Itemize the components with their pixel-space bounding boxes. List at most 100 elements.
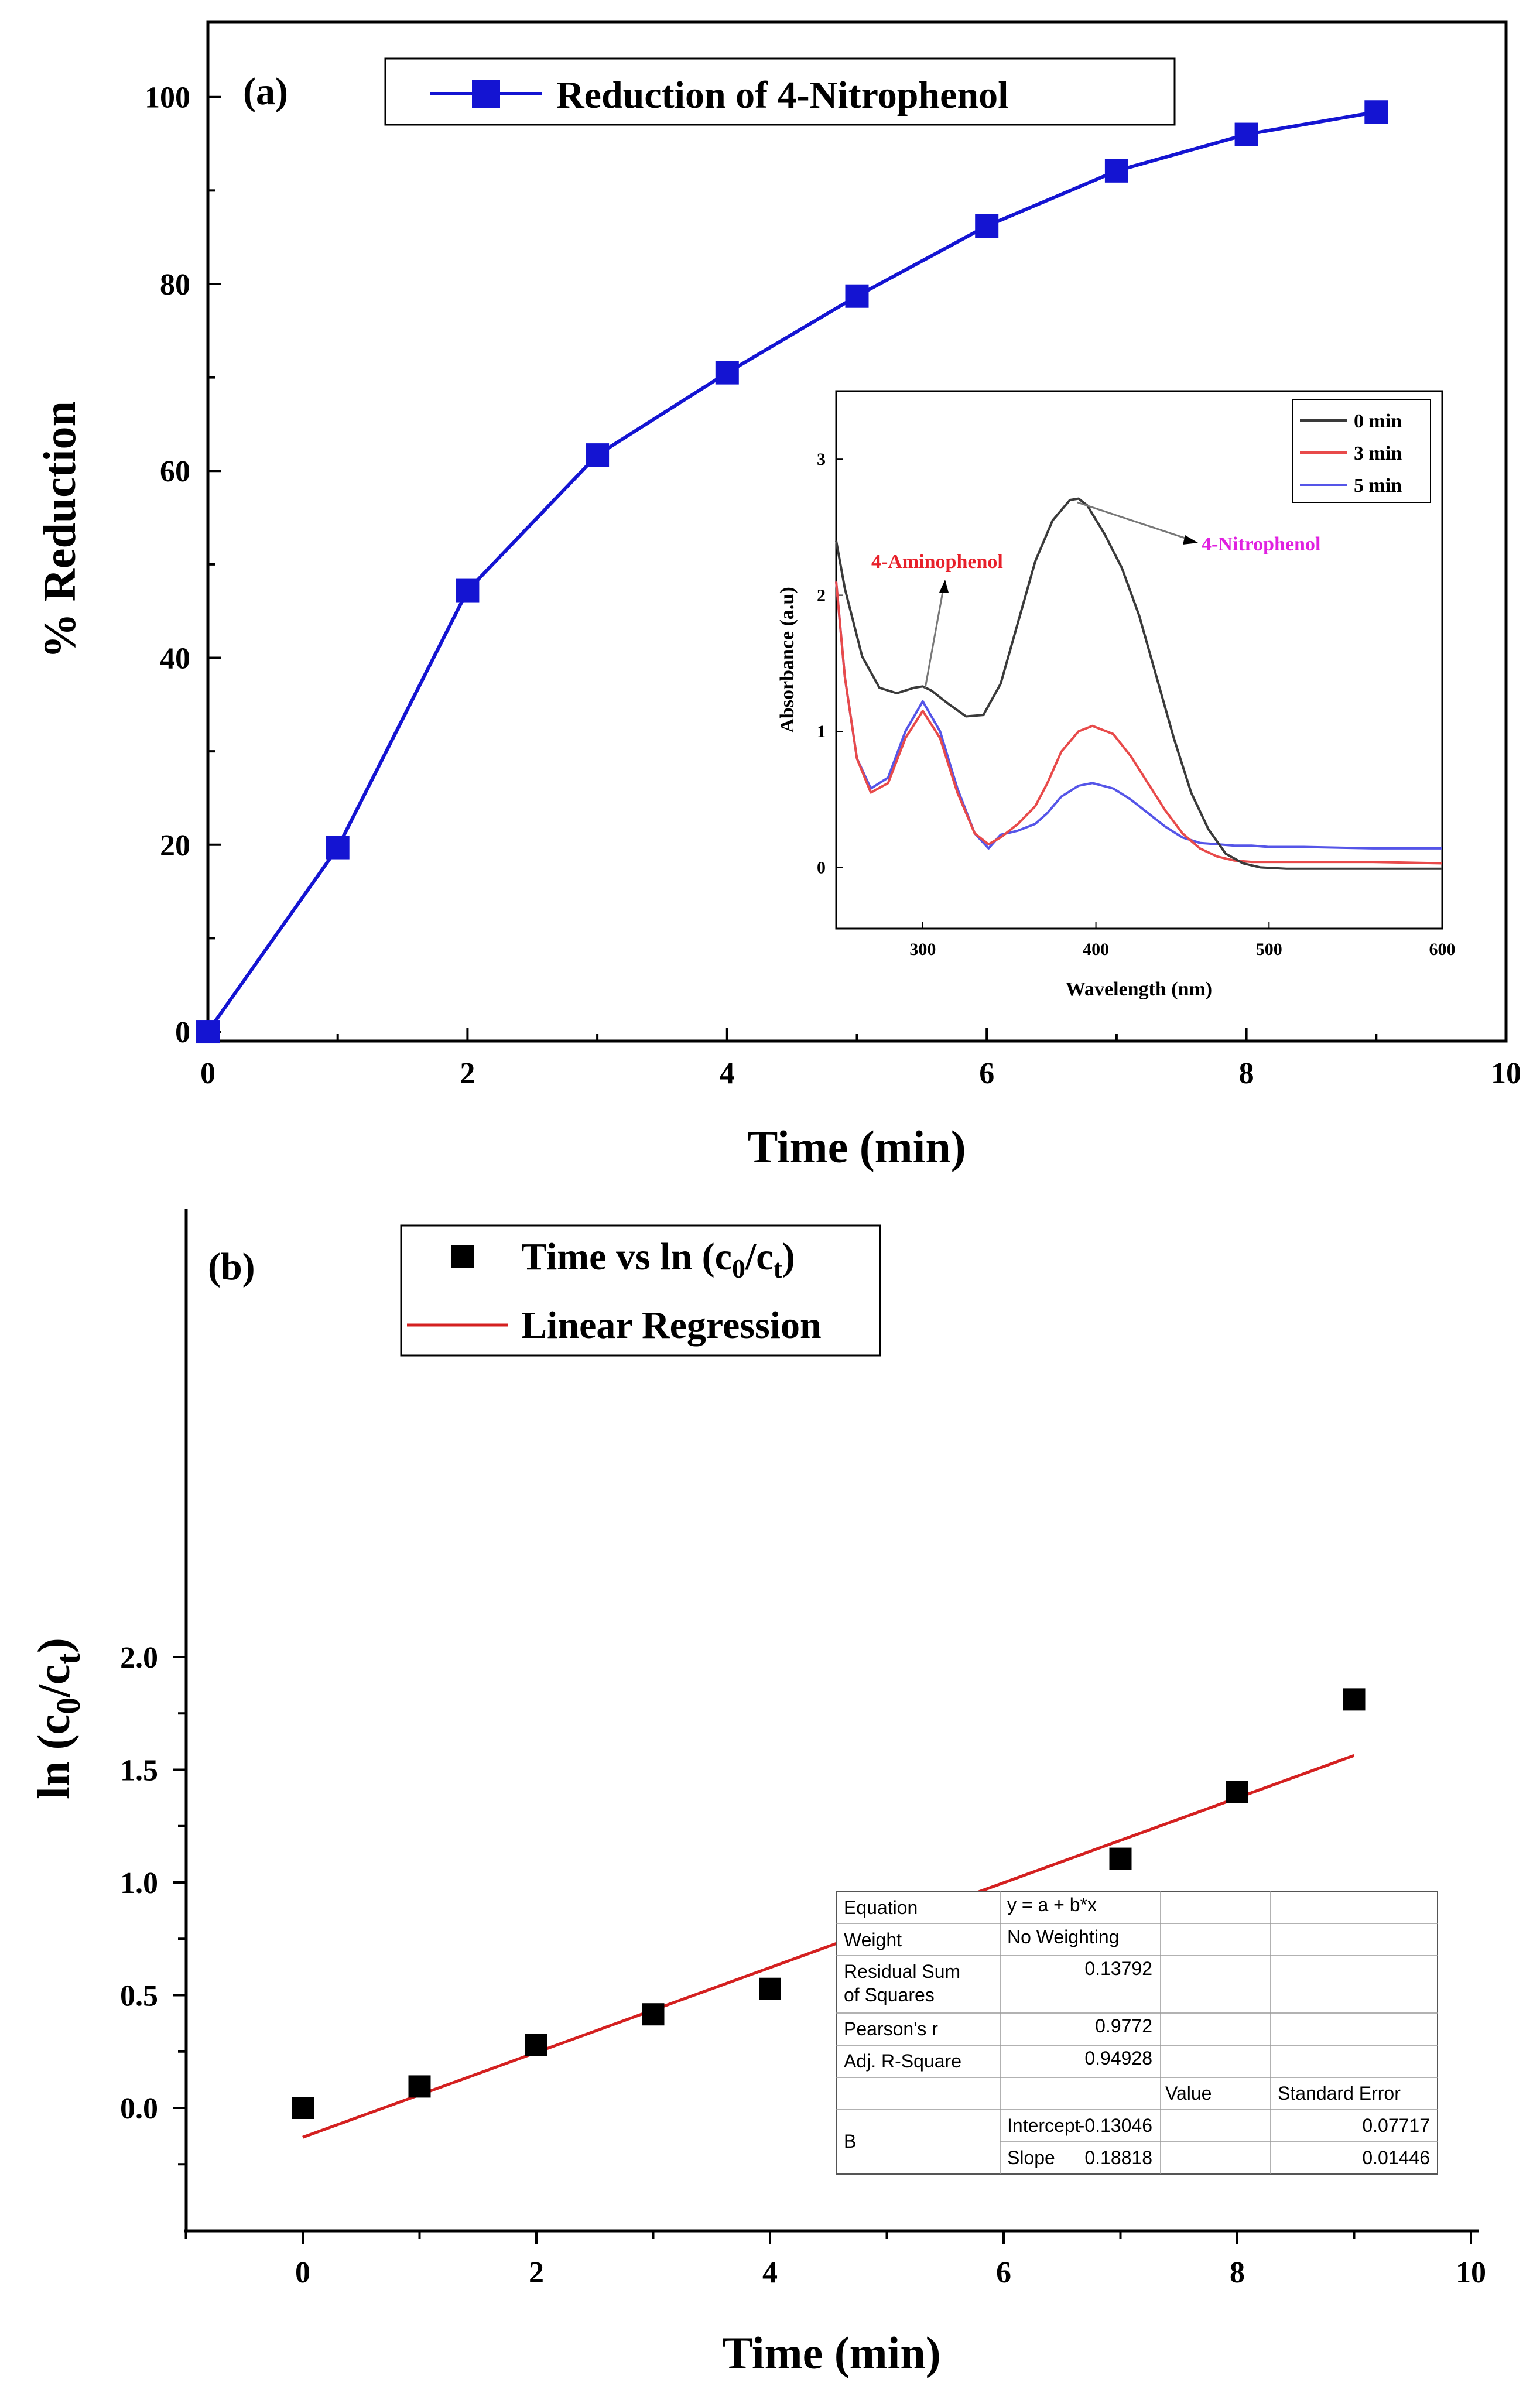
stats-intercept-value: -0.13046 bbox=[1079, 2115, 1152, 2136]
panel-a-x-axis-label: Time (min) bbox=[747, 1121, 966, 1172]
inset-legend-label-3min: 3 min bbox=[1354, 443, 1402, 464]
panel-b-x-tick-label-5: 10 bbox=[1456, 2256, 1486, 2289]
panel-b-y-label-sub-1: 0 bbox=[49, 1697, 87, 1714]
stats-pearson-label: Pearson's r bbox=[844, 2018, 938, 2039]
inset-arrowhead-nitrophenol bbox=[1183, 535, 1198, 545]
inset-y-tick-label-2: 2 bbox=[817, 586, 826, 605]
panel-b-x-tick-label-1: 2 bbox=[529, 2256, 544, 2289]
stats-table: Equation y = a + b*x Weight No Weighting… bbox=[836, 1891, 1438, 2175]
panel-b-y-tick-label-0: 0.0 bbox=[120, 2092, 158, 2125]
inset-legend: 0 min 3 min 5 min bbox=[1292, 399, 1431, 503]
inset-x-axis-label: Wavelength (nm) bbox=[1066, 978, 1212, 1000]
stats-equation-label: Equation bbox=[844, 1897, 918, 1918]
panel-b-marker-8 bbox=[1226, 1781, 1248, 1803]
panel-b-y-tick-label-3: 1.5 bbox=[120, 1754, 158, 1788]
inset-x-tick-label-3: 600 bbox=[1429, 940, 1456, 959]
panel-b-y-label-part-1: ln (c bbox=[28, 1714, 79, 1799]
inset-y-tick-label-1: 1 bbox=[817, 722, 826, 741]
stats-weight-label: Weight bbox=[844, 1929, 902, 1950]
panel-a-y-tick-label-2: 40 bbox=[160, 642, 190, 676]
panel-a-x-ticks: 0 2 4 6 8 10 bbox=[200, 1028, 1521, 1090]
panel-b-y-tick-label-1: 0.5 bbox=[120, 1980, 158, 2013]
inset-annotation-nitrophenol: 4-Nitrophenol bbox=[1202, 533, 1320, 555]
panel-b-legend: Time vs ln (c0/ct) Linear Regression bbox=[400, 1224, 881, 1357]
panel-a-legend: Reduction of 4-Nitrophenol bbox=[384, 57, 1176, 126]
panel-b-x-tick-label-4: 8 bbox=[1230, 2256, 1245, 2289]
stats-adjr-value: 0.94928 bbox=[1084, 2048, 1152, 2069]
panel-b-legend-marker bbox=[451, 1245, 474, 1268]
inset-y-tick-label-3: 3 bbox=[817, 450, 826, 469]
panel-a-y-axis-label: % Reduction bbox=[34, 401, 85, 659]
panel-b-y-tick-label-2: 1.0 bbox=[120, 1867, 158, 1900]
panel-a-legend-label: Reduction of 4-Nitrophenol bbox=[556, 74, 1008, 117]
panel-a-x-tick-label-5: 10 bbox=[1491, 1057, 1521, 1090]
panel-b-marker-0 bbox=[292, 2097, 314, 2119]
panel-b-x-tick-label-2: 4 bbox=[762, 2256, 778, 2289]
panel-a-marker-5 bbox=[845, 284, 869, 308]
panel-b-x-tick-label-3: 6 bbox=[996, 2256, 1011, 2289]
panel-a-series-line bbox=[206, 110, 1377, 1033]
inset-line-5-min bbox=[835, 581, 1442, 850]
panel-b-y-label-part-3: ) bbox=[28, 1638, 79, 1653]
panel-b-legend-sub-1: 0 bbox=[732, 1254, 745, 1283]
inset-annotation-aminophenol: 4-Aminophenol bbox=[871, 551, 1003, 573]
panel-b-legend-part-3: ) bbox=[782, 1235, 795, 1278]
inset-y-ticks: 0 1 2 3 bbox=[817, 450, 843, 877]
panel-a-marker-9 bbox=[1364, 100, 1388, 124]
stats-slope-value: 0.18818 bbox=[1084, 2147, 1152, 2168]
panel-b: 0 2 4 6 8 10 0.0 0.5 1.0 1.5 2.0 (b) Time (min) l… bbox=[28, 1209, 1486, 2378]
panel-a-markers bbox=[196, 100, 1388, 1044]
stats-adjr-label: Adj. R-Square bbox=[844, 2050, 961, 2072]
panel-b-legend-label-regression: Linear Regression bbox=[521, 1304, 822, 1347]
panel-b-label: (b) bbox=[208, 1245, 255, 1288]
panel-a-legend-marker bbox=[472, 80, 500, 108]
panel-b-legend-label-scatter: Time vs ln (c0/ct) bbox=[521, 1235, 795, 1283]
panel-b-marker-1 bbox=[408, 2075, 431, 2098]
panel-a-x-tick-label-0: 0 bbox=[200, 1057, 215, 1090]
inset-x-tick-label-1: 400 bbox=[1083, 940, 1109, 959]
panel-b-x-tick-label-0: 0 bbox=[295, 2256, 310, 2289]
panel-b-regression-line bbox=[302, 1754, 1355, 2139]
panel-b-x-axis-label: Time (min) bbox=[722, 2327, 940, 2378]
panel-b-y-tick-label-4: 2.0 bbox=[120, 1641, 158, 1675]
panel-b-y-axis-label: ln (c0/ct) bbox=[28, 1638, 87, 1799]
panel-a-marker-6 bbox=[975, 214, 999, 238]
stats-equation-value: y = a + b*x bbox=[1007, 1894, 1097, 1915]
inset-line-3-min bbox=[835, 581, 1443, 865]
panel-b-marker-4 bbox=[759, 1977, 781, 2000]
panel-a-marker-0 bbox=[196, 1020, 220, 1044]
panel-a-marker-4 bbox=[715, 361, 739, 385]
panel-b-marker-3 bbox=[642, 2003, 665, 2026]
panel-a-y-tick-label-4: 80 bbox=[160, 268, 190, 302]
panel-a-y-tick-label-1: 20 bbox=[160, 829, 190, 862]
panel-b-legend-part-2: /c bbox=[745, 1235, 774, 1278]
inset-line-0-min bbox=[835, 497, 1442, 870]
panel-a-marker-3 bbox=[586, 443, 610, 467]
stats-intercept-err: 0.07717 bbox=[1362, 2115, 1430, 2136]
panel-b-y-label-sub-2: t bbox=[49, 1652, 87, 1664]
stats-stderr-header: Standard Error bbox=[1278, 2083, 1401, 2104]
inset-legend-label-0min: 0 min bbox=[1354, 410, 1402, 432]
panel-a-marker-8 bbox=[1234, 122, 1258, 146]
panel-b-marker-7 bbox=[1109, 1847, 1132, 1870]
inset-y-axis-label: Absorbance (a.u) bbox=[776, 587, 798, 732]
stats-group-label: B bbox=[844, 2131, 856, 2152]
panel-a-legend-box bbox=[384, 57, 1176, 126]
panel-b-marker-9 bbox=[1343, 1688, 1366, 1711]
inset-series-lines bbox=[835, 497, 1443, 870]
stats-slope-label: Slope bbox=[1007, 2147, 1055, 2168]
panel-b-legend-box bbox=[400, 1224, 881, 1357]
stats-intercept-label: Intercept bbox=[1007, 2115, 1080, 2136]
stats-value-header: Value bbox=[1165, 2083, 1212, 2104]
panel-a-x-tick-label-2: 4 bbox=[720, 1057, 735, 1090]
panel-a-x-tick-label-3: 6 bbox=[979, 1057, 994, 1090]
panel-a-x-tick-label-1: 2 bbox=[460, 1057, 475, 1090]
stats-table-frame bbox=[836, 1891, 1438, 2175]
panel-a-x-tick-label-4: 8 bbox=[1239, 1057, 1254, 1090]
panel-a-marker-1 bbox=[326, 836, 350, 860]
inset-arrowhead-aminophenol bbox=[939, 580, 949, 593]
stats-rss-label-2: of Squares bbox=[844, 1984, 935, 2005]
panel-b-y-label-part-2: /c bbox=[28, 1664, 79, 1697]
